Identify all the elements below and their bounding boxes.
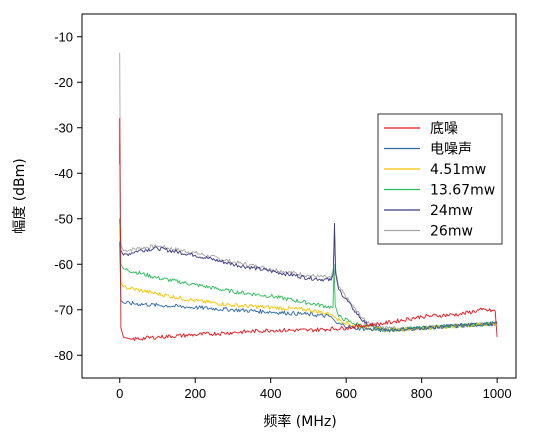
x-tick-label: 1000 bbox=[483, 386, 512, 401]
y-tick-label: -50 bbox=[54, 211, 73, 226]
x-tick-label: 200 bbox=[184, 386, 206, 401]
y-tick-label: -70 bbox=[54, 302, 73, 317]
y-axis-label: 幅度 (dBm) bbox=[12, 158, 28, 234]
legend-entry-label: 26mw bbox=[430, 224, 473, 240]
series-layer bbox=[119, 52, 498, 342]
y-tick-label: -60 bbox=[54, 257, 73, 272]
legend-entry-label: 底噪 bbox=[430, 121, 458, 137]
y-tick-label: -10 bbox=[54, 29, 73, 44]
series-line bbox=[119, 241, 498, 333]
legend-entry-label: 电噪声 bbox=[430, 142, 472, 158]
y-tick-label: -30 bbox=[54, 120, 73, 135]
legend-entry-label: 24mw bbox=[430, 203, 473, 219]
x-tick-label: 0 bbox=[116, 386, 123, 401]
legend-entry-label: 4.51mw bbox=[430, 162, 486, 178]
y-tick-label: -20 bbox=[54, 75, 73, 90]
x-tick-label: 800 bbox=[411, 386, 433, 401]
y-axis: -10 -20 -30 -40 -50 -60 -70 -80 bbox=[54, 29, 82, 363]
y-tick-label: -80 bbox=[54, 348, 73, 363]
series-line bbox=[119, 118, 498, 342]
x-tick-label: 600 bbox=[335, 386, 357, 401]
x-axis: 0 200 400 600 800 1000 bbox=[116, 378, 512, 401]
x-axis-label: 频率 (MHz) bbox=[263, 413, 336, 430]
legend-box bbox=[377, 113, 503, 245]
series-line bbox=[119, 227, 498, 333]
x-tick-label: 400 bbox=[260, 386, 282, 401]
legend-entry-label: 13.67mw bbox=[430, 183, 495, 199]
plot-frame bbox=[81, 13, 517, 379]
y-tick-label: -40 bbox=[54, 166, 73, 181]
